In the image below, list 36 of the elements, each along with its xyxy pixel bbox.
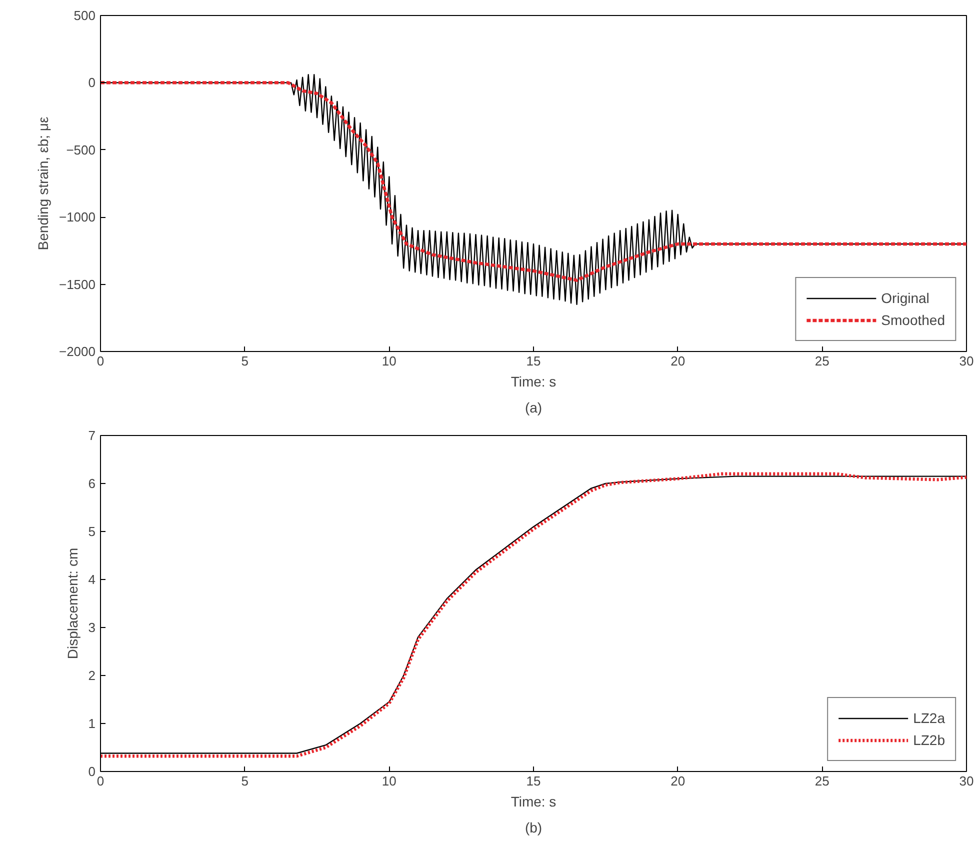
- x-axis-title: Time: s: [510, 374, 556, 390]
- y-tick-label: 6: [88, 476, 96, 491]
- y-tick-label: 2: [88, 668, 96, 683]
- x-tick-label: 15: [526, 774, 541, 788]
- x-tick-label: 30: [959, 354, 974, 368]
- x-tick-label: 30: [959, 774, 974, 788]
- x-tick-label: 25: [814, 774, 830, 788]
- x-axis-title: Time: s: [510, 794, 556, 810]
- legend-label: Smoothed: [881, 312, 945, 328]
- x-tick-label: 10: [382, 354, 396, 368]
- y-tick-label: −500: [66, 142, 96, 158]
- x-tick-label: 5: [241, 354, 248, 368]
- x-tick-label: 15: [526, 354, 541, 368]
- y-tick-label: 5: [88, 524, 96, 539]
- y-tick-label: 500: [74, 8, 96, 23]
- x-tick-label: 10: [382, 774, 396, 788]
- y-tick-label: −1500: [58, 276, 96, 292]
- y-tick-label: 1: [88, 716, 96, 731]
- y-axis-title: Bending strain, εb; με: [34, 116, 51, 250]
- legend-label: Original: [881, 290, 930, 306]
- y-tick-label: 0: [88, 764, 96, 779]
- y-axis-title: Displacement: cm: [64, 548, 80, 660]
- y-tick-label: 4: [88, 572, 96, 587]
- y-tick-label: −2000: [58, 344, 96, 359]
- y-tick-label: −1000: [58, 210, 96, 225]
- y-tick-label: 3: [88, 620, 96, 635]
- x-tick-label: 5: [241, 774, 248, 788]
- x-tick-label: 20: [670, 774, 686, 788]
- text: (a): [524, 400, 542, 416]
- y-tick-label: 0: [88, 75, 96, 90]
- x-tick-label: 20: [670, 354, 686, 368]
- legend-label: LZ2a: [913, 710, 945, 726]
- x-tick-label: 25: [814, 354, 830, 368]
- y-tick-label: 7: [88, 428, 96, 443]
- legend-label: LZ2b: [913, 732, 945, 748]
- text: (b): [524, 820, 542, 836]
